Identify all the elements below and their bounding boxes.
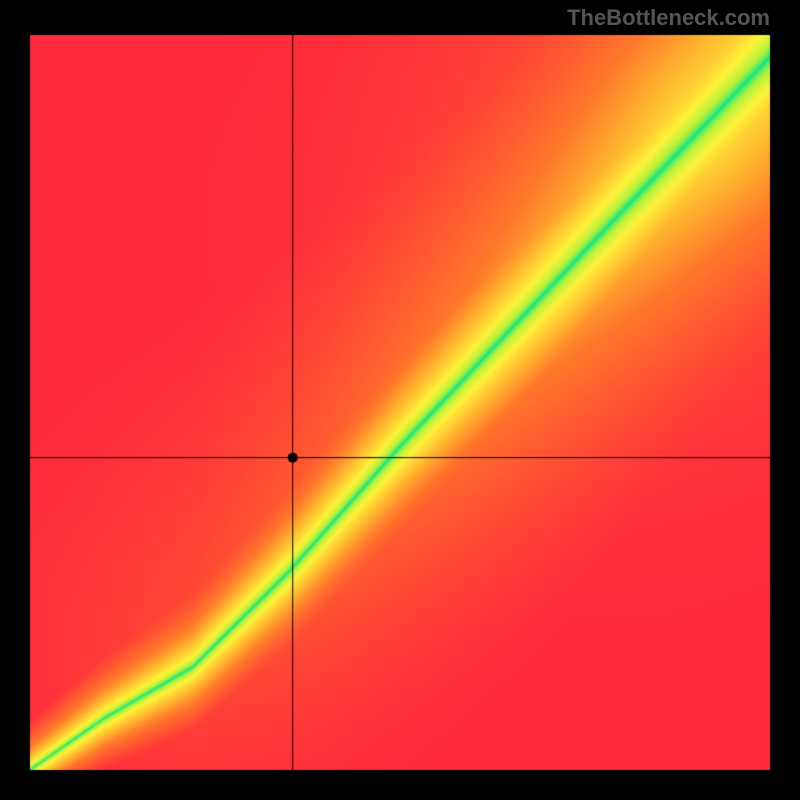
- chart-container: TheBottleneck.com: [0, 0, 800, 800]
- bottleneck-heatmap: [0, 0, 800, 800]
- attribution-text: TheBottleneck.com: [567, 5, 770, 31]
